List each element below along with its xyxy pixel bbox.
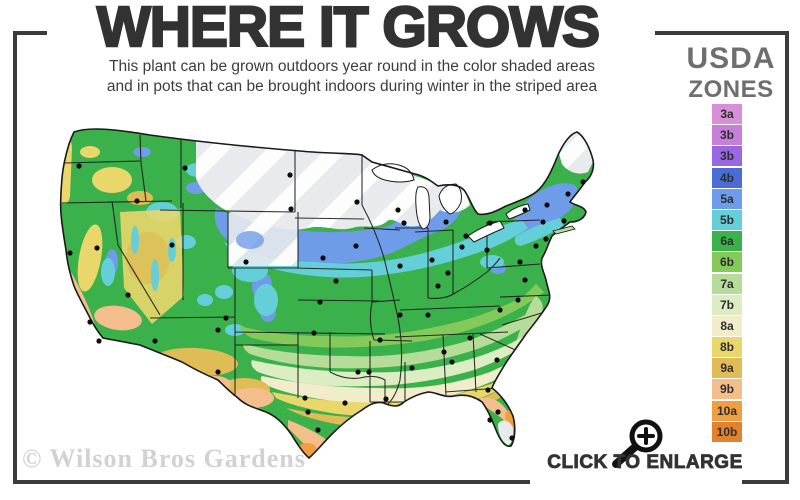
zone-swatch-7b: 7b: [712, 294, 742, 315]
zone-swatch-6a: 6a: [712, 231, 742, 252]
frame-top-right-segment: [655, 31, 789, 35]
zone-swatch-6b: 6b: [712, 252, 742, 273]
click-to-enlarge-button[interactable]: CLICK TO ENLARGE: [547, 452, 743, 474]
zone-swatch-8b: 8b: [712, 337, 742, 358]
lake-superior: [371, 163, 415, 183]
us-outline: [59, 128, 595, 460]
zone-swatch-4b: 4b: [712, 167, 742, 188]
zone-swatch-7a: 7a: [712, 273, 742, 294]
legend-title-zones: ZONES: [688, 76, 774, 103]
zone-swatch-9b: 9b: [712, 379, 742, 400]
watermark: © Wilson Bros Gardens: [22, 444, 306, 473]
lake-michigan: [415, 186, 431, 230]
zone-swatch-9a: 9a: [712, 358, 742, 379]
zone-8a-band: [260, 362, 518, 404]
legend-title-usda: USDA: [686, 42, 776, 75]
page-title: WHERE IT GROWS: [96, 0, 602, 60]
lake-erie: [467, 220, 505, 243]
cold-striped-region: [196, 128, 594, 445]
subtitle-line-2: and in pots that can be brought indoors …: [106, 78, 598, 95]
frame-bottom-left-segment: [13, 480, 530, 484]
zone-swatch-10b: 10b: [712, 421, 742, 442]
zone-swatch-10a: 10a: [712, 400, 742, 421]
zone-shading: [60, 128, 594, 458]
zone-7a-band: [243, 312, 538, 369]
long-island: [552, 225, 576, 235]
zone-list: 3a 3b 3b 4b 5a 5b 6a 6b 7a 7b 8a 8b 9a 9b 10a 10b: [712, 104, 742, 443]
magnifier-icon[interactable]: [612, 419, 663, 468]
zone-swatch-5b: 5b: [712, 209, 742, 230]
zone-swatch-3a: 3a: [712, 104, 742, 124]
zone-swatch-3b: 3b: [712, 125, 742, 146]
zone-swatch-8a: 8a: [712, 315, 742, 336]
zone-6b-band: [240, 284, 544, 348]
frame-top-left-segment: [13, 31, 47, 35]
frame-bottom-right-segment: [742, 480, 789, 484]
zone-7b-band: [251, 334, 534, 387]
frame-left: [13, 31, 17, 484]
zone-swatch-3b: 3b: [712, 146, 742, 167]
zone-swatch-5a: 5a: [712, 188, 742, 209]
subtitle-line-1: This plant can be grown outdoors year ro…: [109, 58, 595, 75]
great-lakes: [371, 163, 531, 243]
subtitle: This plant can be grown outdoors year ro…: [18, 57, 686, 97]
frame-right: [785, 31, 789, 484]
city-dots: [67, 163, 586, 441]
